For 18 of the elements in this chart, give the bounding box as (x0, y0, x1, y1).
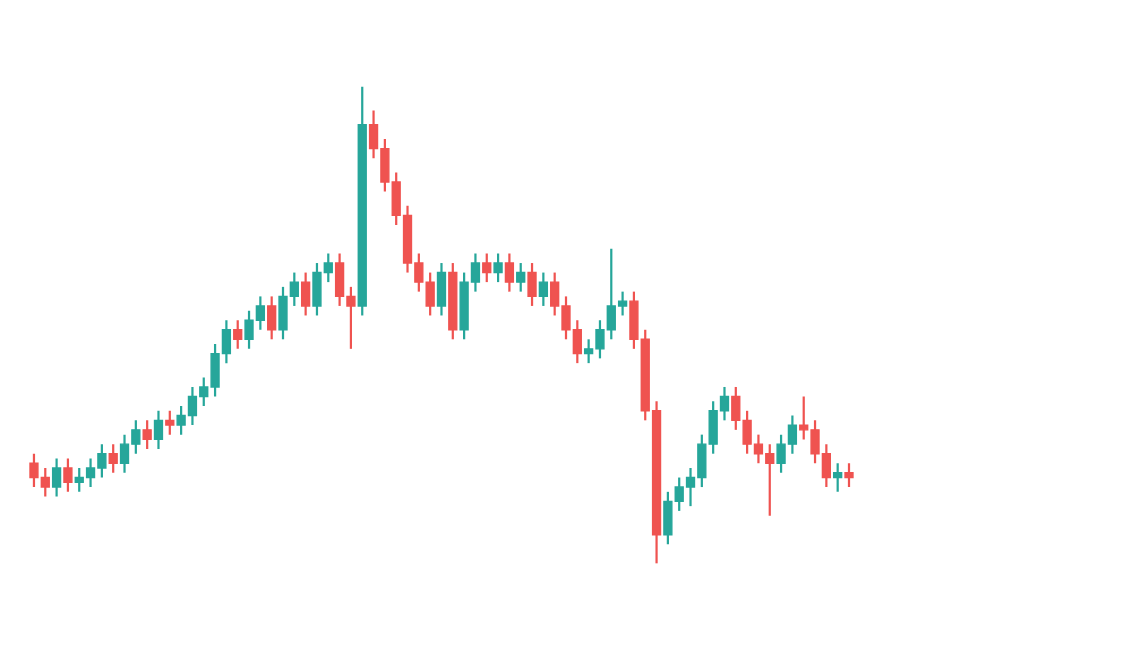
candlestick (300, 271, 311, 317)
candlestick (833, 462, 843, 493)
candlestick (108, 443, 118, 474)
candlestick (436, 261, 447, 317)
candlestick (527, 261, 537, 308)
candlestick (482, 252, 492, 284)
candlestick (165, 409, 175, 436)
candlestick (493, 252, 503, 284)
candlestick (844, 462, 854, 489)
candlestick (516, 261, 526, 293)
candlestick (538, 271, 549, 308)
candlestick (51, 457, 62, 498)
candlestick (153, 409, 164, 451)
candlestick (142, 419, 152, 451)
candlestick (267, 295, 277, 341)
candlestick (233, 319, 243, 350)
candlestick (504, 252, 515, 293)
candlestick (63, 457, 73, 493)
